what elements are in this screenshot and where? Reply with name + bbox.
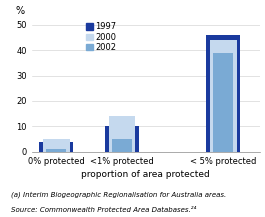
Bar bbox=[210, 40, 237, 152]
Bar bbox=[213, 53, 233, 152]
Bar bbox=[112, 139, 132, 152]
Text: (a) Interim Biogeographic Regionalisation for Australia areas.: (a) Interim Biogeographic Regionalisatio… bbox=[11, 191, 226, 198]
X-axis label: proportion of area protected: proportion of area protected bbox=[81, 170, 210, 179]
Y-axis label: %: % bbox=[16, 6, 25, 16]
Legend: 1997, 2000, 2002: 1997, 2000, 2002 bbox=[86, 22, 116, 52]
Bar bbox=[43, 139, 70, 152]
Bar bbox=[109, 116, 135, 152]
Bar bbox=[39, 142, 73, 152]
Text: Source: Commonwealth Protected Area Databases.²⁴: Source: Commonwealth Protected Area Data… bbox=[11, 207, 196, 213]
Bar bbox=[105, 127, 139, 152]
Bar bbox=[46, 149, 66, 152]
Bar bbox=[206, 35, 240, 152]
